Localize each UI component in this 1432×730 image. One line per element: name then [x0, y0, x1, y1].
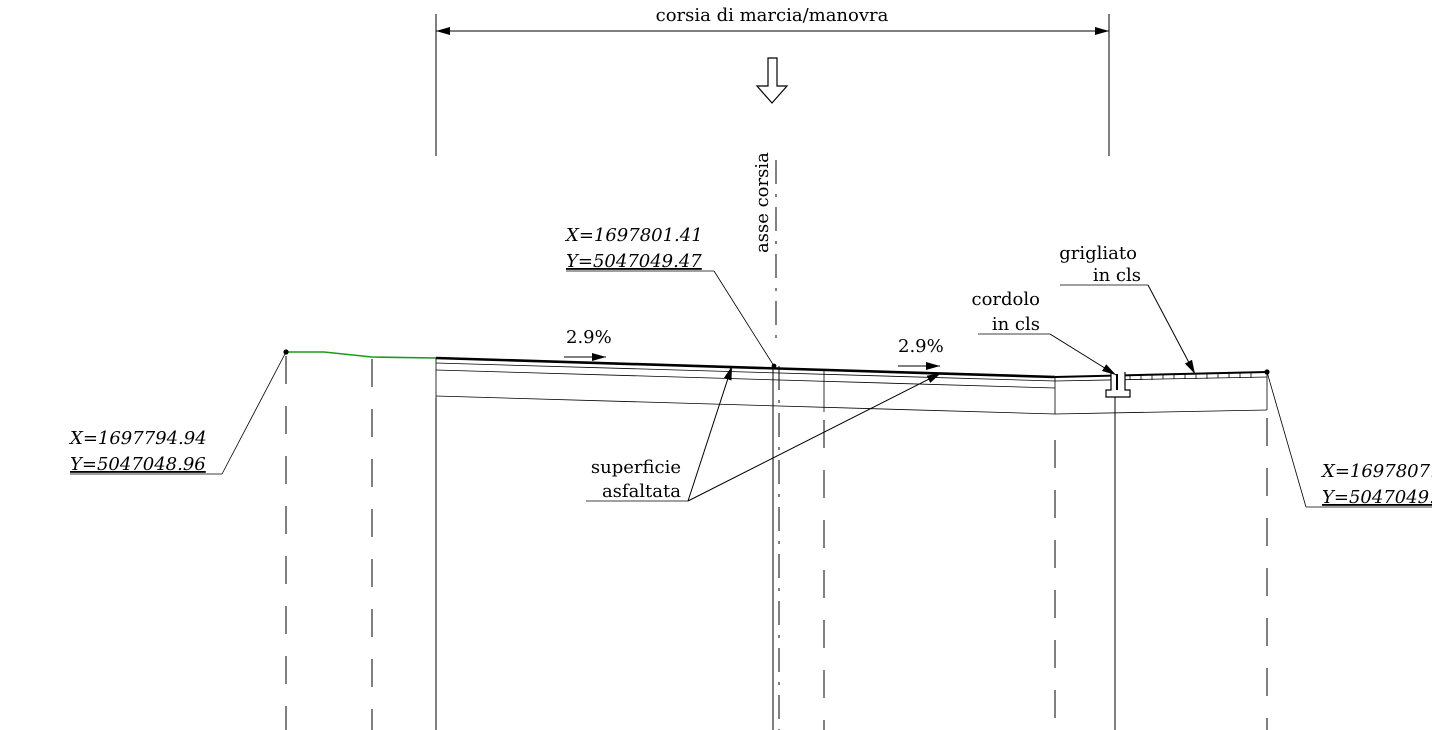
- traffic-direction-arrow-icon: [755, 57, 789, 104]
- left-point-y: Y=5047048.96: [70, 454, 206, 475]
- right-point-y: Y=5047049.: [1322, 487, 1432, 508]
- grating-label-2: in cls: [1093, 265, 1141, 286]
- right-point-callout: X=1697807. Y=5047049.: [1266, 371, 1432, 508]
- axis-label: asse corsia: [752, 152, 773, 253]
- left-point-x: X=1697794.94: [68, 428, 207, 449]
- left-point-callout: X=1697794.94 Y=5047048.96: [68, 351, 287, 475]
- grating-callout: grigliato in cls: [1059, 243, 1196, 375]
- pavement-layer-1: [435, 362, 1056, 382]
- pavement-section: [435, 356, 1268, 415]
- lane-dimension: corsia di marcia/manovra: [435, 5, 1110, 156]
- pavement-layer-2: [435, 369, 1056, 389]
- pavement-layer-3-right: [1054, 409, 1268, 415]
- surface-leader-1: [687, 365, 733, 502]
- center-point-x: X=1697801.41: [564, 225, 703, 246]
- pavement-layer-3: [435, 395, 1056, 415]
- grating-hatch: [1129, 373, 1252, 380]
- curb-callout: cordolo in cls: [972, 289, 1117, 376]
- dimension-label: corsia di marcia/manovra: [656, 5, 889, 26]
- grating-leader-line: [1147, 284, 1196, 375]
- asphalt-surface-left: [435, 356, 1056, 379]
- curb-label-1: cordolo: [972, 289, 1040, 310]
- center-leader-line: [713, 270, 775, 367]
- surface-label-1: superficie: [591, 457, 681, 478]
- existing-ground-line: [286, 351, 437, 359]
- slope-label-left: 2.9%: [566, 327, 612, 348]
- right-leader-line: [1266, 371, 1307, 508]
- center-point-marker: [771, 363, 777, 369]
- center-point-callout: X=1697801.41 Y=5047049.47: [564, 225, 777, 369]
- center-point-y: Y=5047049.47: [566, 251, 702, 272]
- surface-callout: superficie asfaltata: [586, 365, 942, 502]
- pavement-layer-1-right: [1054, 376, 1268, 382]
- slope-label-right: 2.9%: [898, 336, 944, 357]
- surface-label-2: asfaltata: [602, 481, 681, 502]
- grating-label-1: grigliato: [1059, 243, 1137, 264]
- right-point-x: X=1697807.: [1320, 461, 1432, 482]
- left-leader-line: [221, 351, 287, 475]
- curb-leader-line: [1049, 333, 1117, 376]
- surface-leader-2: [687, 372, 942, 502]
- asphalt-surface-right: [1054, 371, 1268, 378]
- curb-label-2: in cls: [992, 314, 1040, 335]
